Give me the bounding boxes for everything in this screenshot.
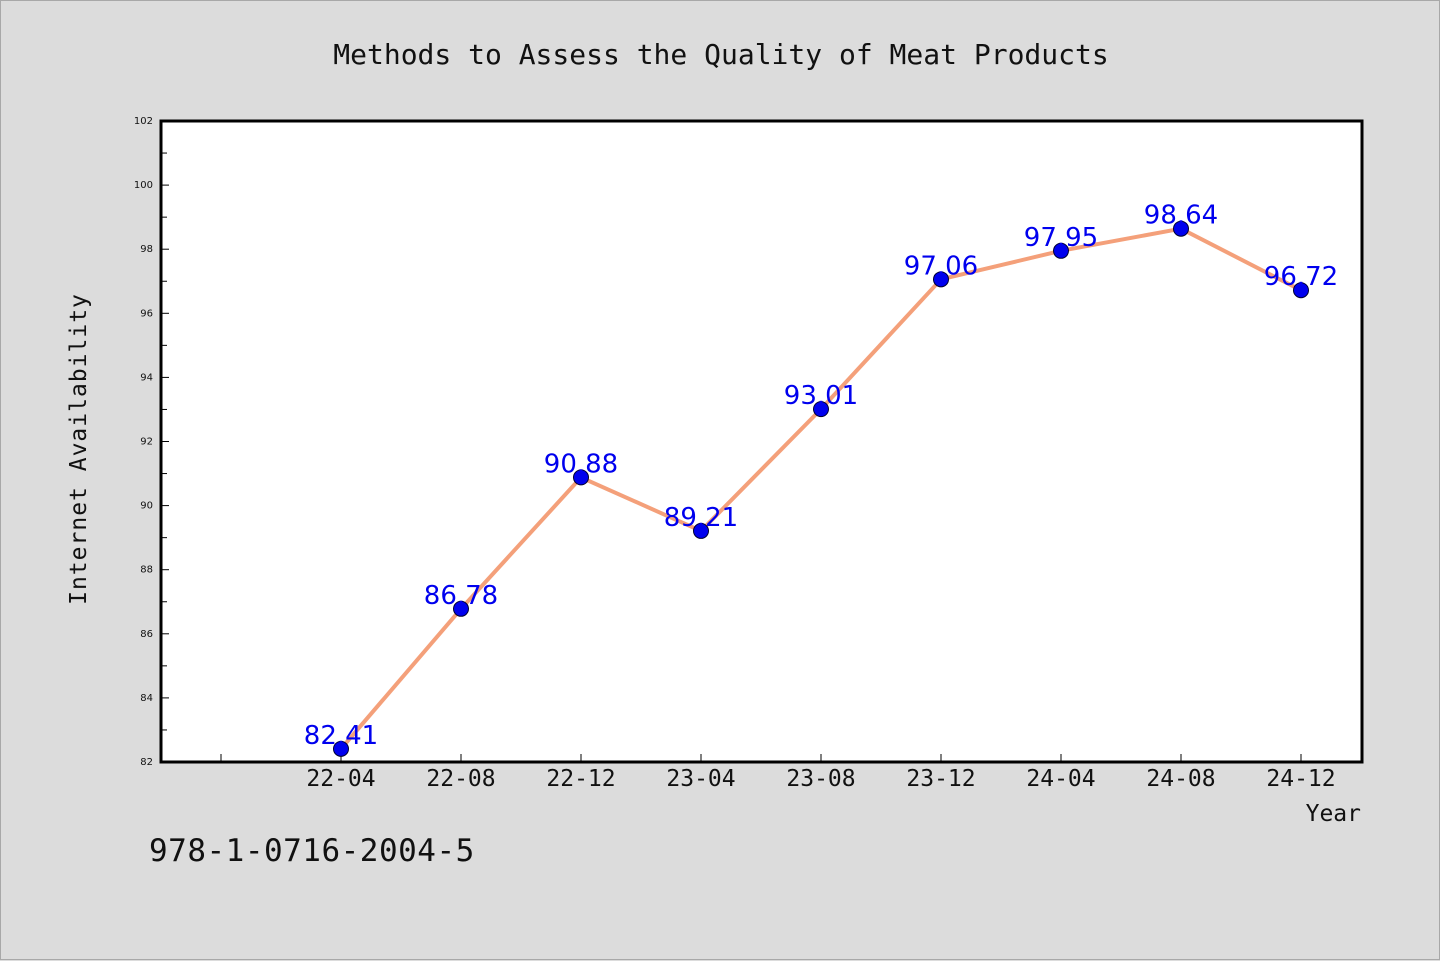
plot-area: [161, 121, 1362, 762]
chart-title: Methods to Assess the Quality of Meat Pr…: [333, 38, 1108, 71]
data-point: [453, 600, 469, 617]
y-tick-label: 96: [140, 308, 153, 319]
data-point: [933, 271, 949, 288]
plot-frame: [159, 119, 1364, 764]
data-point: [1173, 220, 1189, 237]
y-tick-label: 90: [140, 501, 153, 512]
y-tick-label: 102: [134, 116, 153, 127]
data-label: 93.01: [784, 381, 858, 411]
y-axis-label: Internet Availability: [66, 293, 92, 605]
data-label: 82.41: [304, 721, 378, 751]
series-line-group: 82.41 86.78 90.88 89.21 93.01 97.06 97.95 98.64…: [304, 201, 1338, 757]
y-tick-label: 100: [134, 180, 153, 191]
data-point: [813, 401, 829, 418]
data-label: 97.95: [1024, 223, 1098, 253]
y-tick-label: 86: [140, 629, 153, 640]
y-tick-label: 82: [140, 757, 153, 768]
y-tick-label: 84: [140, 693, 153, 704]
x-tick-label: 22-04: [306, 766, 375, 792]
data-label: 89.21: [664, 503, 738, 533]
data-point: [1293, 282, 1309, 299]
data-point: [1053, 242, 1069, 259]
data-label: 86.78: [424, 581, 498, 611]
data-label: 97.06: [904, 251, 978, 281]
x-tick-label: 23-04: [666, 766, 735, 792]
x-axis: 22-04 22-08 22-12 23-04 23-08 23-12 24-04 24-08…: [220, 754, 1336, 792]
data-label: 96.72: [1264, 262, 1338, 292]
y-tick-label: 88: [140, 565, 153, 576]
x-tick-label: 24-04: [1026, 766, 1095, 792]
data-point: [333, 740, 349, 757]
x-axis-label: Year: [1306, 801, 1361, 827]
y-axis: 82 84 86 88 90 92 94 96 98 100 102: [134, 116, 169, 768]
x-tick-label: 23-08: [786, 766, 855, 792]
data-point: [573, 469, 589, 486]
data-label: 98.64: [1144, 201, 1218, 231]
data-point: [693, 522, 709, 539]
x-tick-label: 23-12: [906, 766, 975, 792]
x-tick-label: 22-12: [546, 766, 615, 792]
data-label: 90.88: [544, 449, 618, 479]
x-tick-label: 24-12: [1266, 766, 1335, 792]
x-tick-label: 22-08: [426, 766, 495, 792]
y-tick-label: 94: [140, 372, 153, 383]
y-tick-label: 92: [140, 437, 153, 448]
x-tick-label: 24-08: [1146, 766, 1215, 792]
isbn-text: 978-1-0716-2004-5: [149, 833, 475, 869]
y-tick-label: 98: [140, 244, 153, 255]
